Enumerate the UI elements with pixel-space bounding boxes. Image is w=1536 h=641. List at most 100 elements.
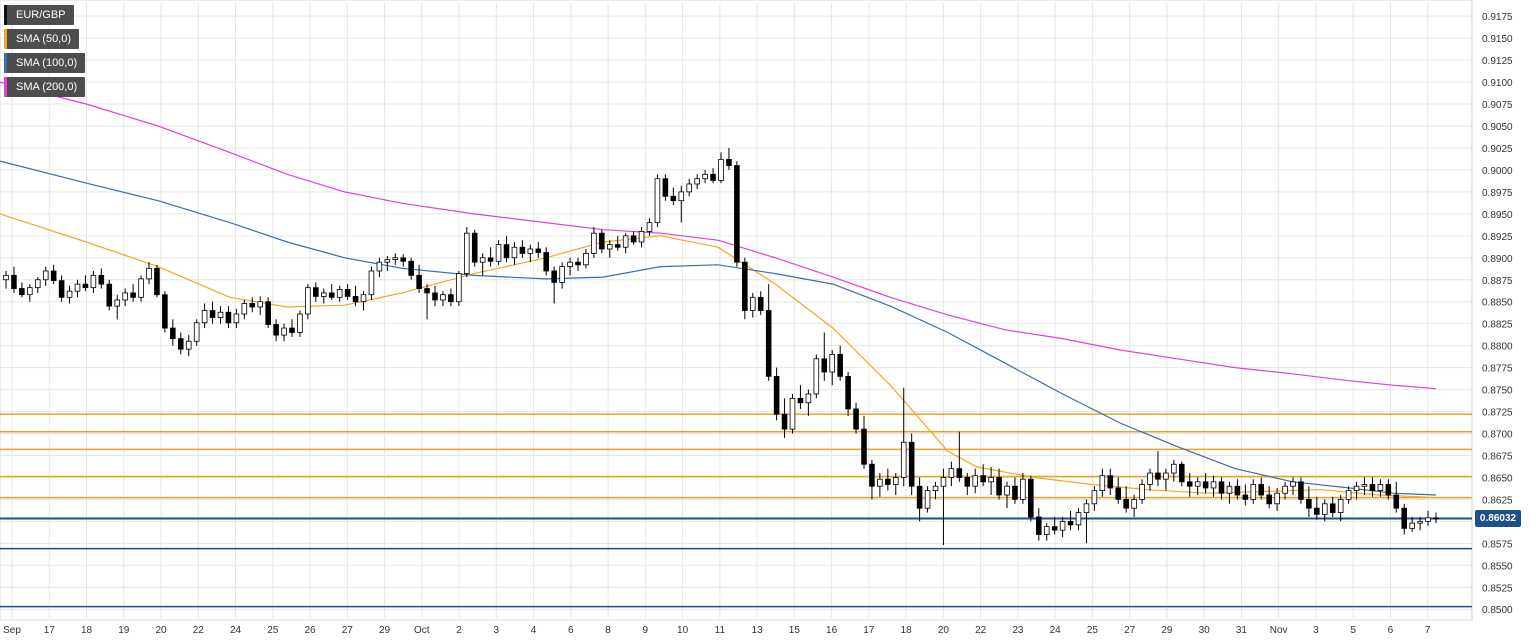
candle-body: [646, 222, 653, 232]
y-tick-label: 0.8900: [1482, 254, 1513, 265]
candle-body: [1369, 484, 1376, 492]
candle-body: [885, 478, 891, 485]
candle-body: [1298, 481, 1304, 500]
candle-body: [217, 311, 224, 318]
candle-body: [742, 261, 748, 311]
y-tick-label: 0.8975: [1482, 188, 1513, 199]
y-tick-label: 0.8925: [1482, 232, 1513, 243]
candle-body: [193, 322, 200, 342]
candle-body: [916, 485, 923, 509]
x-tick-label: 3: [494, 625, 500, 636]
candle-body: [1282, 485, 1288, 494]
x-tick-label: 31: [1236, 625, 1248, 636]
candle-body: [146, 267, 152, 280]
candle-body: [678, 191, 685, 202]
candle-body: [1329, 503, 1336, 513]
y-tick-label: 0.8825: [1482, 320, 1513, 331]
x-tick-label: 17: [44, 625, 56, 636]
candle-body: [908, 441, 915, 487]
candle-body: [233, 313, 240, 324]
candle-body: [1115, 487, 1122, 500]
candle-body: [1266, 494, 1272, 505]
x-tick-label: 18: [81, 625, 93, 636]
x-tick-label: 3: [1313, 625, 1319, 636]
candle-body: [749, 296, 756, 311]
x-tick-label: 5: [1350, 625, 1356, 636]
y-tick-label: 0.8650: [1482, 473, 1513, 484]
candle-body: [344, 289, 351, 297]
candle-body: [297, 313, 303, 333]
candle-body: [328, 292, 335, 298]
candle-body: [74, 283, 81, 292]
x-tick-label: 27: [342, 625, 354, 636]
candle-body: [892, 477, 899, 485]
candle-body: [686, 183, 693, 193]
y-tick-label: 0.8775: [1482, 364, 1513, 375]
candle-body: [122, 292, 128, 301]
candle-body: [185, 340, 192, 350]
candle-body: [66, 290, 73, 298]
candle-body: [376, 261, 383, 272]
candle-body: [980, 475, 986, 483]
candle-body: [702, 173, 708, 180]
x-tick-label: 25: [267, 625, 279, 636]
candle-body: [58, 280, 65, 298]
x-tick-label: Sep: [3, 625, 21, 636]
legend-swatch-symbol: [4, 5, 7, 25]
candle-body: [249, 303, 256, 308]
y-tick-label: 0.8500: [1482, 605, 1513, 616]
legend-label-sma100: SMA (100,0): [16, 57, 78, 69]
x-tick-label: 9: [643, 625, 649, 636]
candle-body: [1337, 498, 1344, 513]
candle-body: [352, 296, 359, 303]
candle-body: [654, 178, 661, 224]
y-tick-label: 0.9125: [1482, 56, 1513, 67]
candle-body: [3, 274, 9, 281]
candle-body: [734, 165, 740, 263]
candle-body: [432, 292, 438, 301]
candle-body: [1321, 503, 1328, 515]
y-tick-label: 0.9150: [1482, 34, 1513, 45]
candle-body: [1306, 498, 1312, 509]
candle-body: [789, 397, 796, 430]
candle-body: [1147, 472, 1153, 485]
candle-body: [273, 324, 279, 336]
y-tick-label: 0.9075: [1482, 100, 1513, 111]
candle-body: [853, 408, 859, 430]
candle-body: [1361, 484, 1368, 487]
current-price-label: 0.86032: [1475, 510, 1521, 528]
candle-body: [305, 287, 311, 315]
legend-item-sma200: SMA (200,0): [4, 77, 86, 97]
x-tick-label: 15: [789, 625, 801, 636]
candle-body: [1067, 520, 1074, 526]
candle-body: [662, 178, 669, 197]
legend-swatch-sma100: [4, 53, 7, 73]
candle-body: [320, 292, 327, 297]
candle-body: [1218, 481, 1225, 494]
candle-body: [829, 354, 836, 373]
candle-body: [90, 274, 97, 289]
candle-body: [1393, 494, 1400, 509]
candle-body: [670, 195, 677, 202]
legend-label-symbol: EUR/GBP: [16, 9, 66, 21]
candle-body: [177, 338, 184, 350]
x-tick-label: 7: [1425, 625, 1431, 636]
legend-item-symbol: EUR/GBP: [4, 5, 74, 25]
candle-body: [1385, 484, 1392, 496]
y-tick-label: 0.8575: [1482, 539, 1513, 550]
candle-body: [606, 244, 613, 250]
candle-body: [19, 288, 25, 296]
candle-body: [1043, 526, 1050, 535]
y-tick-label: 0.8875: [1482, 276, 1513, 287]
sma-line-0: [0, 213, 1437, 499]
sma-line-2: [0, 81, 1437, 390]
candle-body: [543, 252, 550, 272]
candle-body: [114, 299, 121, 307]
candle-body: [27, 287, 33, 296]
candle-body: [757, 296, 764, 311]
candle-body: [1099, 475, 1106, 492]
y-tick-label: 0.8700: [1482, 430, 1513, 441]
candle-body: [154, 267, 160, 296]
